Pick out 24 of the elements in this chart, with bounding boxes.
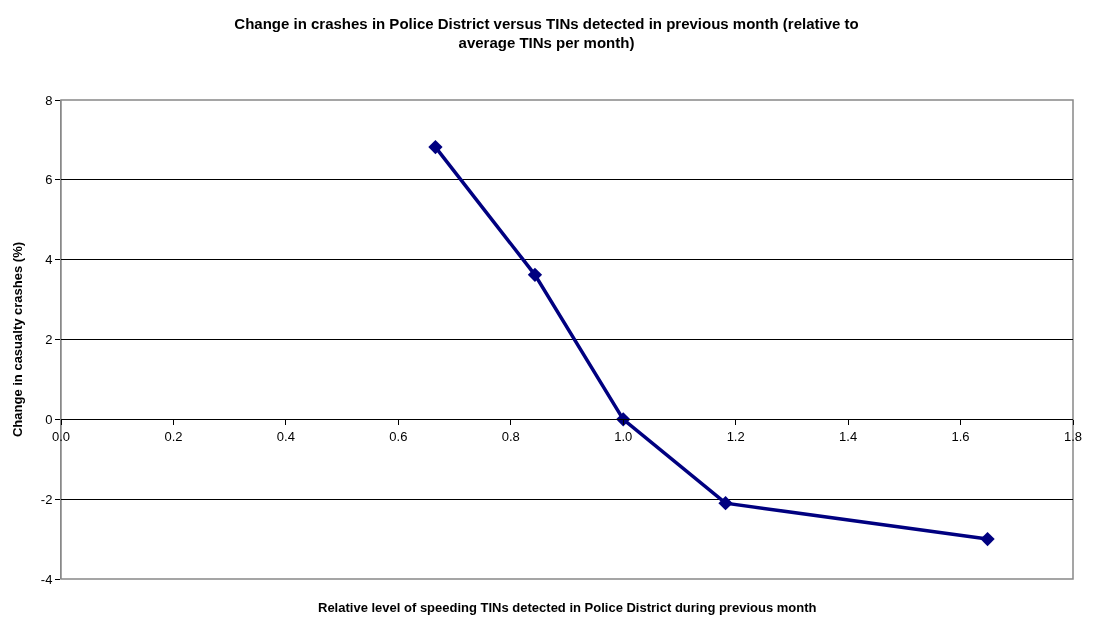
x-tick-label: 1.2 <box>726 428 745 444</box>
y-tick-label: 4 <box>45 252 53 268</box>
x-tick-label: 0.2 <box>164 428 183 444</box>
y-tick-label: 2 <box>45 332 53 348</box>
point <box>428 139 443 155</box>
point <box>718 496 733 511</box>
x-tick-label: 1.6 <box>951 428 970 444</box>
y-tick-label: 8 <box>45 92 53 108</box>
x-tick-label: 1.0 <box>614 428 633 444</box>
y-axis-title: Change in casualty crashes (%) <box>9 241 25 438</box>
x-axis-title: Relative level of speeding TINs detected in Police District during previous month <box>318 600 817 615</box>
x-tick-label: 1.8 <box>1063 428 1083 444</box>
y-tick-label: -2 <box>40 491 53 507</box>
x-tick-label: 0.0 <box>51 428 71 444</box>
chart-title: Change in crashes in Police District versus TINs detected in previous month (relative to average TINs per month) <box>234 14 859 52</box>
x-tick-label: 0.8 <box>501 428 520 444</box>
x-tick-label: 0.6 <box>389 428 408 444</box>
y-tick-label: -4 <box>40 571 53 587</box>
y-tick-label: 6 <box>45 172 53 188</box>
x-tick-label: 0.4 <box>276 428 295 444</box>
y-tick-label: 0 <box>45 411 53 427</box>
point <box>527 267 543 282</box>
x-tick-label: 1.4 <box>839 428 858 444</box>
point <box>980 531 995 547</box>
